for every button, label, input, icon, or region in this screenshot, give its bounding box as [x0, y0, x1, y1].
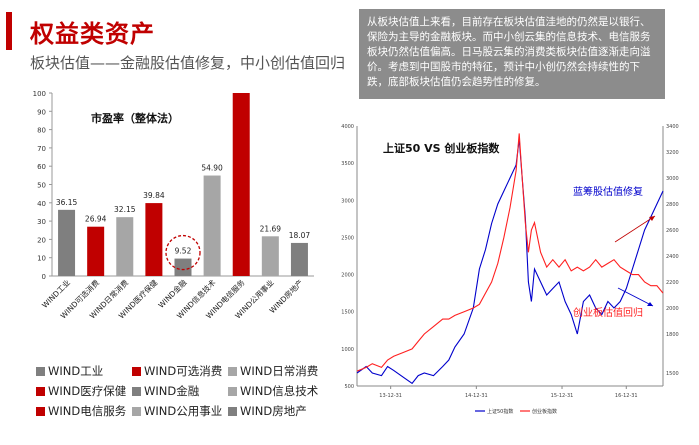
y-tick-label: 0 — [42, 273, 46, 281]
bar — [58, 209, 76, 276]
y-tick-label: 20 — [37, 236, 46, 244]
data-label: 21.69 — [260, 224, 282, 233]
legend-swatch — [36, 387, 45, 396]
y-tick-label: 10 — [37, 255, 46, 263]
legend-item: WIND电信服务 — [36, 403, 126, 419]
right-tick-label: 2000 — [666, 306, 679, 312]
line-chart-title: 上证50 VS 创业板指数 — [383, 141, 500, 155]
legend-label: WIND电信服务 — [48, 404, 127, 418]
right-tick-label: 2200 — [666, 280, 679, 286]
legend-swatch — [228, 367, 237, 376]
index-line-chart: 500 1000 1500 2000 2500 3000 3500 4000 1500 1800 2… — [335, 108, 699, 445]
right-tick-label: 3000 — [666, 176, 679, 182]
legend-item: WIND信息技术 — [228, 383, 318, 399]
y-tick-label: 80 — [37, 127, 46, 135]
legend-label: WIND信息技术 — [240, 384, 319, 398]
left-tick-label: 500 — [344, 384, 354, 390]
left-tick-label: 1500 — [341, 310, 354, 316]
data-label: 54.90 — [201, 164, 223, 173]
data-label: 26.94 — [85, 215, 107, 224]
y-tick-label: 70 — [37, 145, 46, 153]
pe-bar-chart: 0102030405060708090100市盈率（整体法）36.15WIND工… — [33, 90, 314, 320]
right-tick-label: 1500 — [666, 371, 679, 377]
data-label: 18.07 — [289, 231, 311, 240]
arrow-blue-down — [617, 287, 654, 307]
info-box: 从板块估值上来看，目前存在板块估值洼地的仍然是以银行、保险为主导的金融板块。而中… — [359, 9, 665, 99]
legend-item: WIND日常消费 — [228, 363, 318, 379]
data-label: 9.52 — [175, 247, 192, 256]
right-tick-label: 2800 — [666, 202, 679, 208]
bar — [290, 242, 308, 276]
chart-title: 市盈率（整体法） — [91, 111, 179, 125]
arrow-blue-down-head — [647, 302, 653, 306]
x-tick-label: 13-12-31 — [379, 393, 402, 399]
y-tick-label: 40 — [37, 200, 46, 208]
legend-item: WIND可选消费 — [132, 363, 222, 379]
annotation-red: 创业板估值回归 — [573, 306, 643, 319]
y-tick-label: 100 — [33, 90, 46, 98]
bar — [174, 258, 192, 276]
left-tick-label: 2500 — [341, 235, 354, 241]
legend-item: WIND房地产 — [228, 403, 307, 419]
bar — [261, 236, 279, 276]
legend-swatch — [36, 367, 45, 376]
y-tick-label: 90 — [37, 108, 46, 116]
legend-label: WIND可选消费 — [144, 364, 223, 378]
legend-swatch — [132, 367, 141, 376]
title-accent-bar — [6, 12, 12, 50]
legend-label: WIND日常消费 — [240, 364, 319, 378]
legend-swatch — [132, 407, 141, 416]
bar — [145, 203, 163, 276]
legend-item: WIND公用事业 — [132, 403, 222, 419]
y-tick-label: 30 — [37, 218, 46, 226]
bar — [116, 217, 134, 276]
legend-swatch — [228, 387, 237, 396]
legend-item: WIND医疗保健 — [36, 383, 126, 399]
y-tick-label: 50 — [37, 182, 46, 190]
y-tick-label: 60 — [37, 163, 46, 171]
legend-swatch — [36, 407, 45, 416]
bar — [232, 93, 250, 276]
annotation-blue: 蓝筹股估值修复 — [573, 185, 643, 198]
data-label: 32.15 — [114, 205, 136, 214]
legend-label: WIND金融 — [144, 384, 200, 398]
series-line-1 — [356, 133, 664, 372]
x-tick-label: 14-12-31 — [465, 393, 488, 399]
bar — [87, 226, 105, 276]
highlight-circle — [165, 234, 201, 271]
right-tick-label: 3200 — [666, 150, 679, 156]
legend-label: WIND公用事业 — [144, 404, 223, 418]
legend-swatch — [132, 387, 141, 396]
arrow-red-up — [614, 215, 656, 243]
x-tick-label: 16-12-31 — [615, 393, 638, 399]
left-tick-label: 3000 — [341, 198, 354, 204]
legend-label: WIND工业 — [48, 364, 104, 378]
legend-item: WIND金融 — [132, 383, 199, 399]
right-tick-label: 2600 — [666, 228, 679, 234]
legend-label: WIND房地产 — [240, 404, 307, 418]
right-tick-label: 2400 — [666, 254, 679, 260]
legend-label: 上证50指数 — [487, 408, 513, 415]
legend-swatch — [228, 407, 237, 416]
data-label: 36.15 — [56, 198, 78, 207]
page-title: 权益类资产 — [30, 20, 155, 48]
legend-label: WIND医疗保健 — [48, 384, 127, 398]
legend-label: 创业板指数 — [532, 408, 557, 415]
data-label: 39.84 — [143, 191, 165, 200]
left-tick-label: 4000 — [341, 124, 354, 130]
right-tick-label: 1800 — [666, 332, 679, 338]
left-tick-label: 1000 — [341, 347, 354, 353]
right-tick-label: 3400 — [666, 124, 679, 130]
bar — [203, 175, 221, 276]
page-subtitle: 板块估值——金融股估值修复，中小创估值回归 — [30, 54, 346, 72]
arrow-red-up-head — [649, 216, 655, 221]
left-tick-label: 2000 — [341, 273, 354, 279]
left-tick-label: 3500 — [341, 161, 354, 167]
x-tick-label: 15-12-31 — [551, 393, 574, 399]
legend-item: WIND工业 — [36, 363, 103, 379]
